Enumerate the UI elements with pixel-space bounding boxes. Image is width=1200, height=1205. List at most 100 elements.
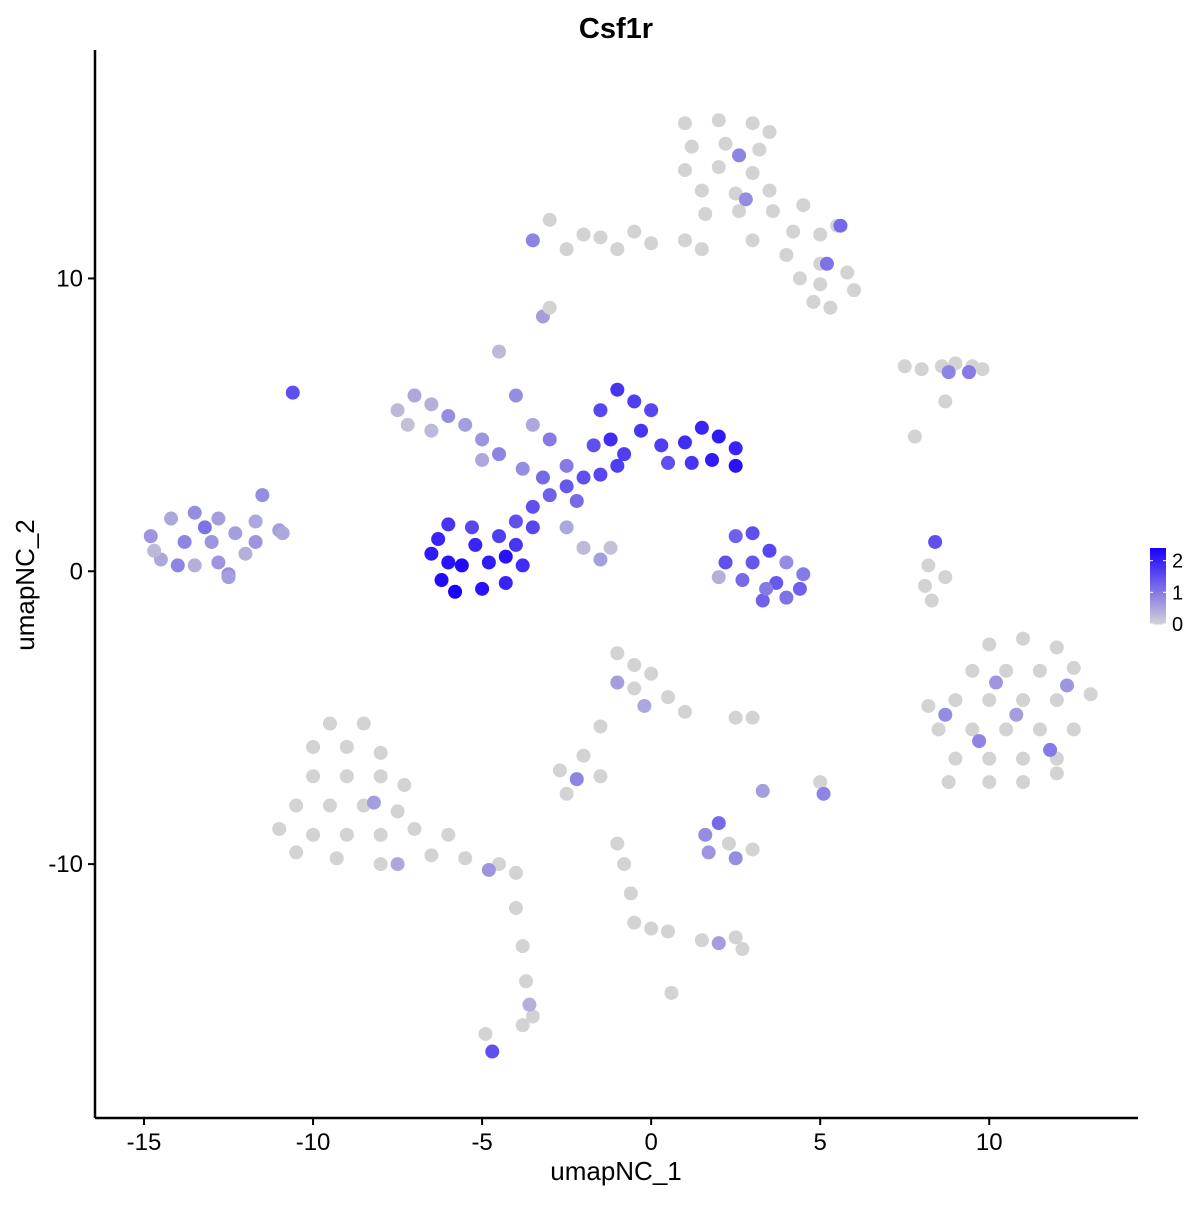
- x-tick-label: 0: [644, 1129, 657, 1156]
- colorbar-step: [1150, 551, 1166, 555]
- cell-point: [221, 570, 236, 585]
- colorbar-step: [1150, 587, 1166, 591]
- cell-point: [197, 520, 212, 535]
- cell-point: [535, 470, 550, 485]
- cell-point: [965, 663, 980, 678]
- colorbar-step: [1150, 549, 1166, 553]
- x-axis-label: umapNC_1: [550, 1156, 682, 1186]
- cell-point: [637, 698, 652, 713]
- y-tick-label: 0: [70, 558, 83, 585]
- cell-point: [498, 575, 513, 590]
- cell-point: [593, 403, 608, 418]
- cell-point: [576, 227, 591, 242]
- cell-point: [508, 865, 523, 880]
- cell-point: [610, 646, 625, 661]
- cell-point: [732, 148, 747, 163]
- colorbar-step: [1150, 570, 1166, 574]
- cell-point: [661, 924, 676, 939]
- cell-point: [515, 558, 530, 573]
- cell-point: [975, 362, 990, 377]
- cell-point: [339, 769, 354, 784]
- cell-point: [941, 365, 956, 380]
- cell-point: [816, 786, 831, 801]
- cell-point: [468, 537, 483, 552]
- colorbar-step: [1150, 614, 1166, 617]
- cell-point: [796, 198, 811, 213]
- cell-point: [498, 549, 513, 564]
- cell-point: [289, 798, 304, 813]
- cell-point: [610, 382, 625, 397]
- cell-point: [525, 233, 540, 248]
- cell-point: [694, 183, 709, 198]
- colorbar-step: [1150, 582, 1166, 585]
- colorbar-step: [1150, 606, 1166, 610]
- cell-point: [211, 511, 226, 526]
- cell-point: [515, 461, 530, 476]
- cell-point: [745, 165, 760, 180]
- cell-point: [322, 716, 337, 731]
- cell-point: [569, 772, 584, 787]
- cell-point: [627, 394, 642, 409]
- y-tick-label: 10: [56, 265, 83, 292]
- cell-point: [701, 845, 716, 860]
- cell-point: [515, 939, 530, 954]
- x-tick-label: -15: [127, 1129, 162, 1156]
- cell-point: [728, 710, 743, 725]
- cell-point: [711, 816, 726, 831]
- cell-point: [907, 429, 922, 444]
- cell-point: [610, 675, 625, 690]
- cell-point: [366, 795, 381, 810]
- cell-point: [481, 862, 496, 877]
- cell-point: [745, 116, 760, 131]
- cell-point: [525, 520, 540, 535]
- x-tick-label: -10: [296, 1129, 331, 1156]
- cell-point: [833, 218, 848, 233]
- cell-point: [745, 526, 760, 541]
- cell-point: [508, 537, 523, 552]
- cell-point: [1032, 663, 1047, 678]
- cell-point: [718, 555, 733, 570]
- cell-point: [255, 488, 270, 503]
- cell-point: [745, 555, 760, 570]
- colorbar-step: [1150, 567, 1166, 570]
- cell-point: [921, 698, 936, 713]
- cell-point: [559, 786, 574, 801]
- cell-point: [847, 283, 862, 298]
- cell-point: [441, 555, 456, 570]
- colorbar-step: [1150, 578, 1166, 581]
- cell-point: [762, 183, 777, 198]
- colorbar-step: [1150, 610, 1166, 614]
- cell-point: [738, 192, 753, 207]
- cell-point: [664, 985, 679, 1000]
- cell-point: [745, 233, 760, 248]
- colorbar-step: [1150, 548, 1166, 551]
- cell-point: [752, 142, 767, 157]
- cell-point: [306, 827, 321, 842]
- cell-point: [711, 936, 726, 951]
- colorbar-step: [1150, 608, 1166, 612]
- cell-point: [407, 821, 422, 836]
- y-axis-label: umapNC_2: [10, 519, 40, 651]
- cell-point: [593, 467, 608, 482]
- cell-point: [989, 675, 1004, 690]
- cell-point: [617, 857, 632, 872]
- cell-point: [603, 432, 618, 447]
- cell-point: [339, 739, 354, 754]
- cell-point: [610, 458, 625, 473]
- cell-point: [694, 242, 709, 257]
- colorbar-step: [1150, 618, 1166, 621]
- cell-point: [982, 775, 997, 790]
- cell-point: [745, 710, 760, 725]
- cell-point: [694, 420, 709, 435]
- cell-point: [525, 1009, 540, 1024]
- cell-point: [677, 435, 692, 450]
- cell-point: [1066, 722, 1081, 737]
- colorbar-step: [1150, 576, 1166, 579]
- cell-point: [728, 851, 743, 866]
- cell-point: [542, 488, 557, 503]
- cell-point: [147, 543, 162, 558]
- cell-point: [677, 116, 692, 131]
- cell-point: [441, 827, 456, 842]
- cell-point: [948, 693, 963, 708]
